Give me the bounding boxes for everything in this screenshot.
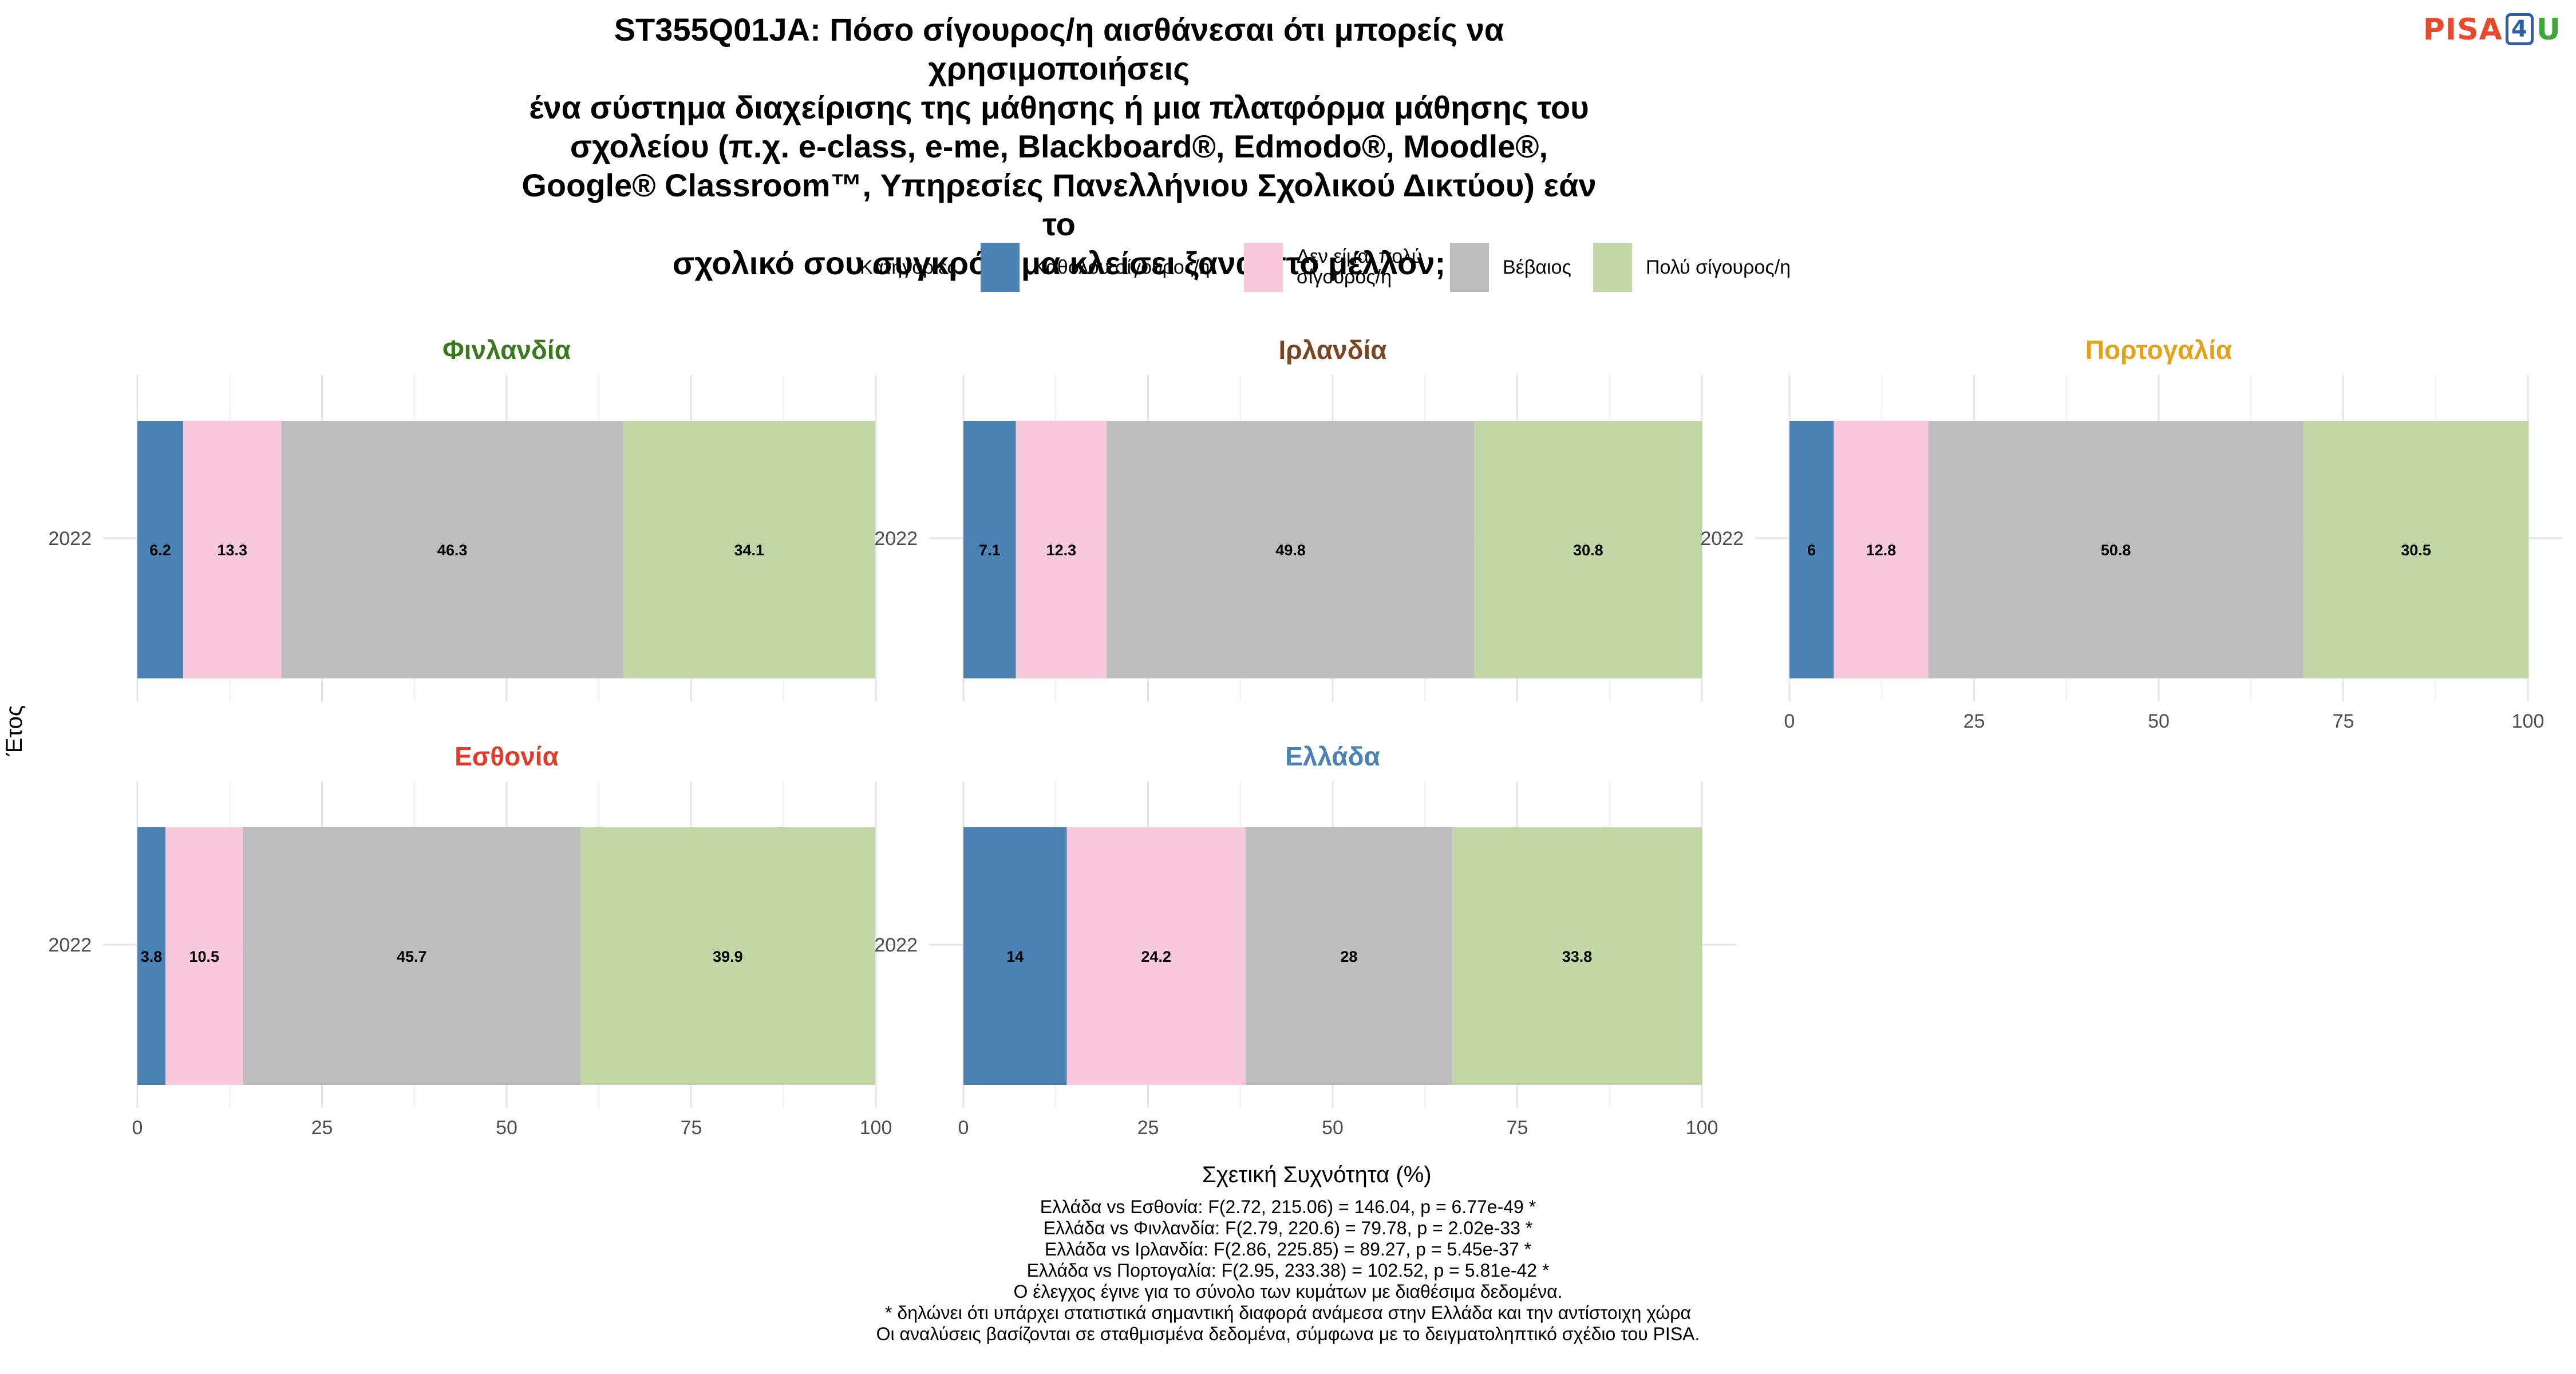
data-label: 33.8: [1562, 948, 1593, 965]
bar-segment-not-at-all-sure: [963, 421, 1016, 678]
bar-segment-sure: [1107, 421, 1475, 678]
data-label: 50.8: [2101, 542, 2131, 559]
bar-segment-not-very-sure: [1066, 827, 1246, 1085]
bar-segment-sure: [281, 421, 623, 678]
panel-title: Πορτογαλία: [2085, 335, 2232, 365]
data-label: 6: [1807, 542, 1816, 559]
y-tick-label: 2022: [48, 528, 92, 550]
data-label: 3.8: [141, 948, 163, 965]
data-label: 34.1: [734, 542, 764, 559]
panel-title: Ιρλανδία: [1278, 335, 1386, 365]
x-tick-label: 0: [1784, 710, 1795, 732]
data-label: 24.2: [1141, 948, 1171, 965]
legend: Κατηγορίες Καθόλου σίγουρος/η Δεν είμαι …: [0, 239, 2576, 302]
footer-line: Ελλάδα vs Εσθονία: F(2.72, 215.06) = 146…: [1040, 1197, 1536, 1217]
data-label: 14: [1006, 948, 1024, 965]
x-tick-label: 75: [681, 1117, 702, 1139]
x-tick-label: 25: [311, 1117, 333, 1139]
y-tick-label: 2022: [1700, 528, 1744, 550]
y-tick-label: 2022: [874, 528, 918, 550]
footer-line: Ο έλεγχος έγινε για το σύνολο των κυμάτω…: [1013, 1281, 1563, 1302]
data-label: 39.9: [713, 948, 743, 965]
data-label: 12.3: [1046, 542, 1077, 559]
y-tick-label: 2022: [48, 934, 92, 956]
data-label: 30.8: [1573, 542, 1603, 559]
footer-line: * δηλώνει ότι υπάρχει στατιστικά σημαντι…: [885, 1302, 1691, 1323]
legend-label-not-at-all-sure: Καθόλου σίγουρος/η: [1033, 256, 1210, 278]
bar-segment-not-very-sure: [183, 421, 282, 678]
x-tick-label: 50: [2148, 710, 2170, 732]
data-label: 49.8: [1275, 542, 1306, 559]
footer-line: Ελλάδα vs Φινλανδία: F(2.79, 220.6) = 79…: [1043, 1218, 1533, 1238]
bar-segment-sure: [1245, 827, 1452, 1085]
bar-segment-not-very-sure: [1016, 421, 1107, 678]
data-label: 28: [1340, 948, 1357, 965]
x-tick-label: 50: [1322, 1117, 1344, 1139]
panel-title: Ελλάδα: [1285, 741, 1380, 771]
bar-segment-not-at-all-sure: [1789, 421, 1834, 678]
x-tick-label: 100: [1686, 1117, 1718, 1139]
bar-segment-very-sure: [1474, 421, 1702, 678]
data-label: 30.5: [2401, 542, 2431, 559]
x-tick-label: 100: [2512, 710, 2545, 732]
panel-title: Εσθονία: [455, 741, 559, 771]
pisa4u-logo: PISA 4 U: [2423, 13, 2561, 47]
bar-segment-very-sure: [580, 827, 875, 1085]
panel-title: Φινλανδία: [442, 335, 571, 365]
bar-segment-sure: [243, 827, 581, 1085]
bar-segment-not-very-sure: [1834, 421, 1929, 678]
y-axis-label: Έτος: [2, 705, 27, 756]
x-tick-label: 25: [1137, 1117, 1159, 1139]
x-axis-label: Σχετική Συχνότητα (%): [1202, 1162, 1432, 1187]
data-label: 10.5: [189, 948, 219, 965]
legend-label-very-sure: Πολύ σίγουρος/η: [1646, 256, 1791, 278]
footer-notes: Ελλάδα vs Εσθονία: F(2.72, 215.06) = 146…: [773, 1197, 1803, 1345]
data-label: 12.8: [1866, 542, 1897, 559]
footer-line: Οι αναλύσεις βασίζονται σε σταθμισμένα δ…: [876, 1324, 1700, 1344]
x-tick-label: 0: [958, 1117, 969, 1139]
legend-key-not-at-all-sure: [981, 243, 1020, 292]
x-tick-label: 0: [132, 1117, 143, 1139]
bar-segment-not-very-sure: [165, 827, 243, 1085]
bar-segment-very-sure: [1452, 827, 1702, 1085]
footer-line: Ελλάδα vs Πορτογαλία: F(2.95, 233.38) = …: [1026, 1260, 1550, 1281]
chart-title: ST355Q01JA: Πόσο σίγουρος/η αισθάνεσαι ό…: [521, 11, 1597, 281]
x-tick-label: 75: [1507, 1117, 1528, 1139]
bar-segment-not-at-all-sure: [137, 421, 183, 678]
data-label: 13.3: [217, 542, 247, 559]
legend-title: Κατηγορίες: [860, 256, 957, 278]
x-tick-label: 50: [496, 1117, 517, 1139]
legend-key-not-very-sure: [1244, 243, 1283, 292]
bar-segment-not-at-all-sure: [963, 827, 1067, 1085]
data-label: 7.1: [979, 542, 1001, 559]
legend-key-very-sure: [1593, 243, 1632, 292]
data-label: 6.2: [149, 542, 171, 559]
x-tick-label: 100: [860, 1117, 892, 1139]
data-label: 46.3: [437, 542, 468, 559]
x-tick-label: 75: [2333, 710, 2354, 732]
footer-line: Ελλάδα vs Ιρλανδία: F(2.86, 225.85) = 89…: [1044, 1239, 1532, 1260]
bar-segment-sure: [1928, 421, 2304, 678]
bar-segment-not-at-all-sure: [137, 827, 166, 1085]
legend-key-sure: [1450, 243, 1489, 292]
legend-label-not-very-sure: Δεν είμαι πολύ σίγουρος/η: [1297, 246, 1423, 288]
bar-segment-very-sure: [2303, 421, 2529, 678]
bar-segment-very-sure: [623, 421, 875, 678]
data-label: 45.7: [397, 948, 427, 965]
legend-label-sure: Βέβαιος: [1503, 256, 1571, 278]
x-tick-label: 25: [1963, 710, 1985, 732]
y-tick-label: 2022: [874, 934, 918, 956]
